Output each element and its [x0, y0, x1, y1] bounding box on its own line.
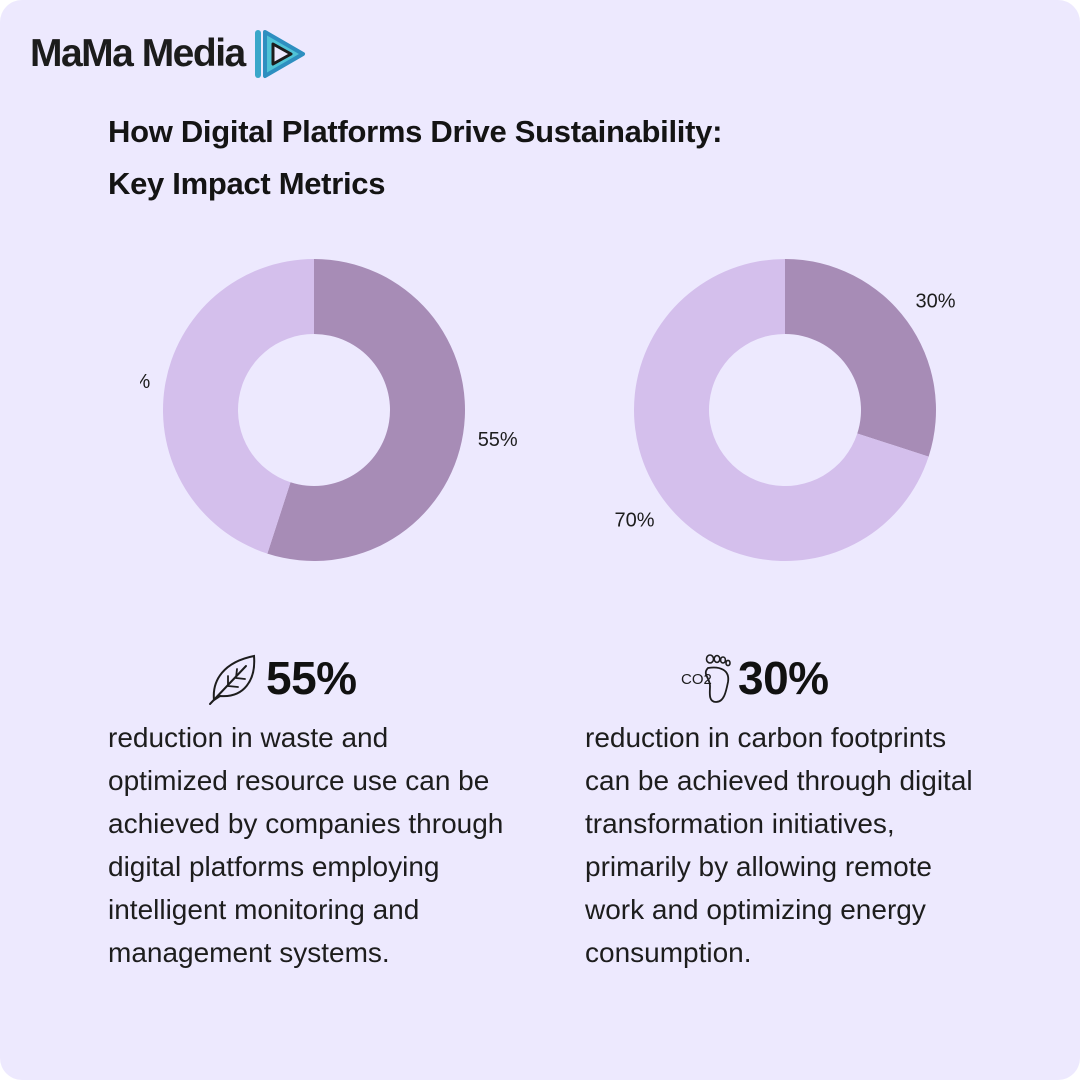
- donut-slice-label: 45%: [140, 371, 151, 393]
- donut-slice-label: 55%: [478, 429, 518, 451]
- donut-slice: [785, 259, 937, 457]
- stat-waste-line: reduction in waste and: [108, 722, 389, 753]
- stat-carbon-line: work and optimizing energy: [585, 894, 926, 925]
- co2-label: CO2: [681, 671, 712, 688]
- stat-waste-line: achieved by companies through: [108, 808, 504, 839]
- donut-slice-label: 30%: [915, 291, 955, 313]
- stat-waste-line: optimized resource use can be: [108, 765, 490, 796]
- stat-carbon-header: CO2 30%: [680, 650, 829, 706]
- waste-reduction-donut-chart: 55% 45%: [140, 259, 518, 561]
- donut-slice: [634, 259, 929, 561]
- brand-name: MaMa Media: [30, 32, 246, 75]
- stat-waste-header: 55%: [206, 650, 357, 706]
- donut-slice: [162, 259, 314, 554]
- play-triangle-icon: [254, 30, 305, 78]
- stat-carbon-line: primarily by allowing remote: [585, 851, 933, 882]
- leaf-icon: [209, 654, 256, 705]
- title-line-2: Key Impact Metrics: [108, 166, 386, 201]
- stat-carbon-line: reduction in carbon footprints: [585, 722, 947, 753]
- page-title: How Digital Platforms Drive Sustainabili…: [108, 106, 908, 210]
- stat-carbon-line: transformation initiatives,: [585, 808, 895, 839]
- stat-waste-description: reduction in waste and optimized resourc…: [108, 716, 558, 974]
- stat-carbon-line: can be achieved through digital: [585, 765, 973, 796]
- stat-waste-line: management systems.: [108, 937, 390, 968]
- carbon-reduction-donut-chart: 30% 70%: [615, 259, 956, 561]
- stat-carbon-line: consumption.: [585, 937, 752, 968]
- donut-slice: [267, 259, 465, 561]
- stat-carbon-description: reduction in carbon footprints can be ac…: [585, 716, 1035, 974]
- stat-waste-line: intelligent monitoring and: [108, 894, 420, 925]
- title-line-1: How Digital Platforms Drive Sustainabili…: [108, 114, 723, 149]
- co2-footprint-icon: CO2: [681, 654, 731, 703]
- donut-slice-label: 70%: [615, 509, 655, 531]
- stat-waste-value: 55%: [266, 652, 357, 704]
- brand-logo: MaMa Media: [30, 26, 307, 82]
- stat-carbon-value: 30%: [738, 652, 829, 704]
- stat-waste-line: digital platforms employing: [108, 851, 440, 882]
